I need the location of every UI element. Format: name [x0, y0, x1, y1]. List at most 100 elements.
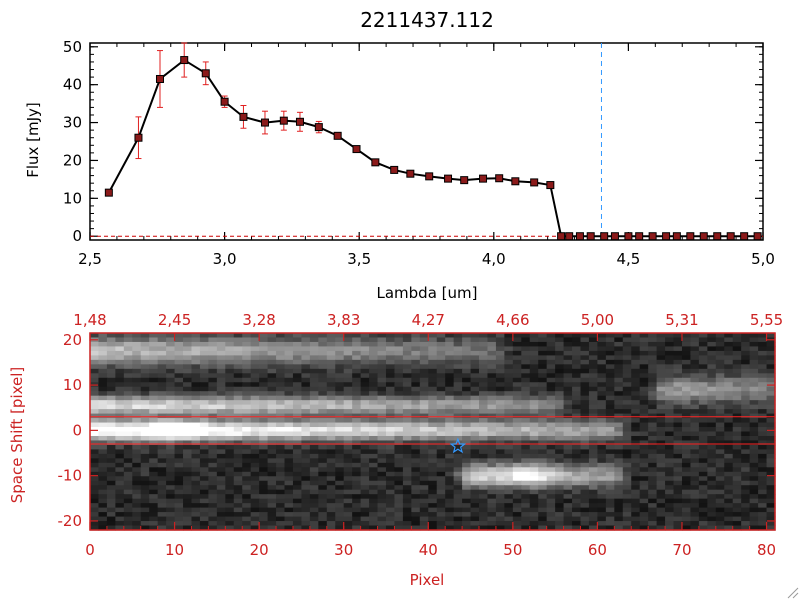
image-pixel [563, 453, 573, 459]
image-pixel [639, 333, 649, 339]
image-pixel [698, 382, 708, 388]
image-pixel [140, 350, 150, 356]
image-pixel [301, 444, 311, 451]
image-pixel [402, 373, 412, 379]
image-pixel [369, 485, 379, 491]
image-pixel [707, 391, 717, 397]
image-pixel [698, 485, 708, 491]
image-pixel [402, 427, 412, 433]
image-pixel [546, 440, 556, 446]
image-pixel [377, 337, 387, 343]
image-pixel [115, 467, 125, 473]
image-pixel [199, 503, 209, 509]
image-pixel [402, 525, 412, 531]
image-pixel [250, 377, 260, 383]
image-pixel [605, 337, 615, 343]
data-point [635, 232, 644, 241]
image-pixel [90, 333, 100, 339]
image-pixel [115, 521, 125, 527]
image-pixel [715, 404, 725, 410]
image-pixel [715, 516, 725, 522]
image-pixel [106, 521, 116, 527]
image-pixel [115, 449, 125, 455]
image-pixel [648, 458, 658, 464]
image-pixel [605, 485, 615, 491]
image-pixel [631, 503, 641, 509]
image-pixel [681, 346, 692, 352]
image-pixel [309, 453, 319, 459]
image-pixel [419, 489, 429, 495]
image-pixel [529, 444, 539, 451]
image-pixel [402, 337, 412, 343]
image-pixel [115, 471, 125, 477]
image-pixel [555, 355, 565, 361]
image-pixel [394, 355, 404, 361]
image-pixel [690, 395, 700, 401]
image-pixel [512, 373, 522, 379]
image-pixel [199, 346, 209, 352]
image-pixel [479, 453, 489, 459]
image-pixel [385, 453, 396, 459]
image-pixel [216, 525, 226, 531]
image-pixel [385, 435, 396, 442]
image-pixel [724, 422, 734, 428]
image-pixel [106, 444, 116, 451]
image-pixel [631, 440, 641, 446]
data-point [495, 174, 504, 183]
image-pixel [199, 364, 209, 370]
image-pixel [309, 418, 319, 424]
image-pixel [267, 422, 277, 428]
image-pixel [115, 494, 125, 500]
image-pixel [419, 440, 429, 446]
image-pixel [656, 337, 666, 343]
image-pixel [225, 364, 235, 370]
image-pixel [690, 391, 700, 397]
image-pixel [665, 337, 675, 343]
image-pixel [225, 404, 235, 410]
image-pixel [495, 422, 505, 428]
image-pixel [106, 359, 116, 365]
image-pixel [572, 427, 582, 433]
image-pixel [588, 467, 599, 473]
image-pixel [199, 333, 209, 339]
image-pixel [665, 355, 675, 361]
image-pixel [512, 337, 522, 343]
image-pixel [648, 422, 658, 428]
image-pixel [292, 525, 303, 531]
data-point [546, 181, 555, 190]
image-pixel [360, 494, 370, 500]
image-pixel [588, 498, 599, 504]
image-pixel [673, 422, 683, 428]
image-pixel [741, 368, 751, 374]
image-pixel [199, 498, 209, 504]
image-pixel [538, 467, 548, 473]
image-pixel [225, 333, 235, 339]
image-pixel [707, 503, 717, 509]
image-pixel [385, 512, 396, 518]
image-pixel [529, 355, 539, 361]
image-pixel [199, 337, 209, 343]
image-pixel [479, 400, 489, 406]
image-pixel [572, 467, 582, 473]
image-pixel [605, 489, 615, 495]
image-pixel [199, 458, 209, 464]
image-pixel [605, 471, 615, 477]
image-pixel [546, 489, 556, 495]
image-pixel [614, 359, 624, 365]
image-pixel [216, 476, 226, 482]
image-pixel [766, 377, 776, 383]
image-pixel [242, 512, 252, 518]
image-pixel [622, 382, 632, 388]
image-pixel [149, 458, 159, 464]
image-pixel [335, 359, 345, 365]
image-pixel [140, 507, 150, 513]
image-pixel [106, 418, 116, 424]
image-pixel [428, 395, 438, 401]
image-pixel [462, 373, 472, 379]
image-pixel [673, 480, 683, 486]
image-pixel [250, 471, 260, 477]
resize-grip-icon[interactable] [787, 587, 799, 599]
image-pixel [301, 458, 311, 464]
image-pixel [470, 418, 480, 424]
image-pixel [419, 485, 429, 491]
